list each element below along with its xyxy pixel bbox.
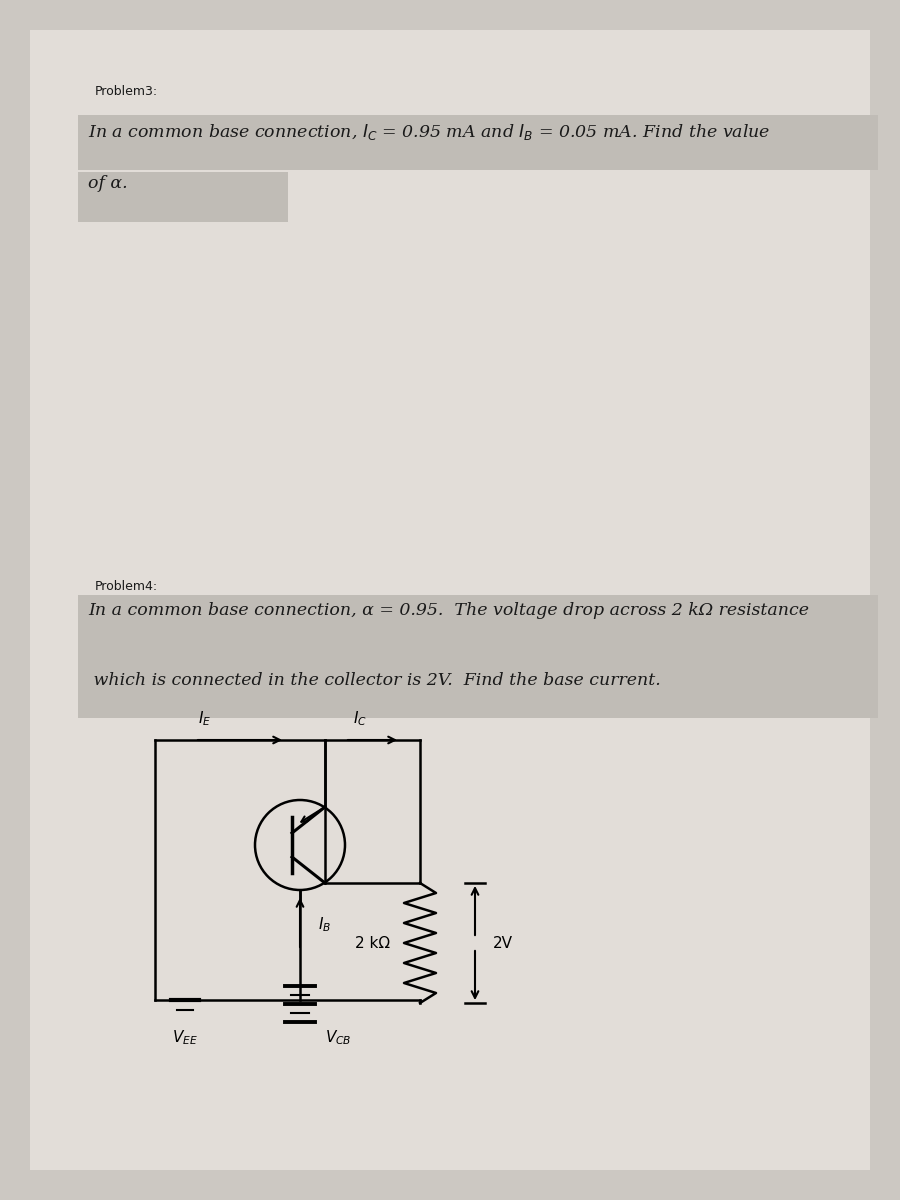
Text: 2 kΩ: 2 kΩ (355, 936, 390, 950)
Text: In a common base connection, α = 0.95.  The voltage drop across 2 kΩ resistance: In a common base connection, α = 0.95. T… (88, 602, 809, 619)
Text: 2V: 2V (493, 936, 513, 950)
Text: Problem3:: Problem3: (95, 85, 158, 98)
Text: $V_{CB}$: $V_{CB}$ (325, 1028, 352, 1046)
Text: In a common base connection, $I_C$ = 0.95 mA and $I_B$ = 0.05 mA. Find the value: In a common base connection, $I_C$ = 0.9… (88, 122, 770, 142)
Text: $I_C$: $I_C$ (353, 709, 367, 728)
FancyBboxPatch shape (78, 172, 288, 222)
Text: $I_E$: $I_E$ (198, 709, 212, 728)
Text: Problem4:: Problem4: (95, 580, 158, 593)
FancyBboxPatch shape (78, 115, 878, 170)
FancyBboxPatch shape (30, 30, 870, 1170)
FancyBboxPatch shape (78, 595, 878, 670)
Text: which is connected in the collector is 2V.  Find the base current.: which is connected in the collector is 2… (88, 672, 661, 689)
Text: of α.: of α. (88, 175, 128, 192)
Text: $V_{EE}$: $V_{EE}$ (172, 1028, 198, 1046)
Text: $I_B$: $I_B$ (318, 916, 331, 935)
FancyBboxPatch shape (78, 666, 878, 718)
